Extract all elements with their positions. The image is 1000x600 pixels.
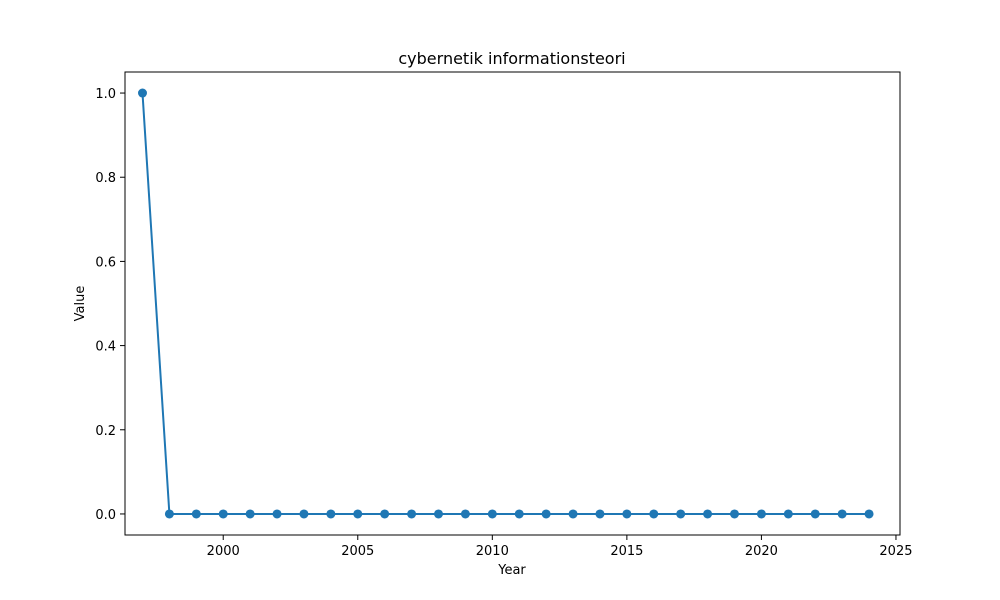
data-point	[433, 509, 443, 519]
data-point	[756, 509, 766, 519]
y-tick-label: 0.2	[95, 424, 116, 439]
x-tick-label: 2025	[879, 544, 912, 559]
y-axis-label: Value	[73, 286, 88, 322]
data-point	[783, 509, 793, 519]
x-tick-label: 2000	[207, 544, 240, 559]
x-tick-label: 2010	[476, 544, 509, 559]
data-point	[272, 509, 282, 519]
chart-title: cybernetik informationsteori	[398, 49, 625, 68]
data-point	[460, 509, 470, 519]
data-point	[864, 509, 874, 519]
y-tick-label: 0.0	[95, 508, 116, 523]
data-point	[137, 88, 147, 98]
x-axis-label: Year	[497, 563, 526, 578]
data-point	[299, 509, 309, 519]
data-point	[514, 509, 524, 519]
plot-area	[124, 71, 901, 536]
y-tick-label: 0.8	[95, 171, 116, 186]
y-axis: 0.0 0.2 0.4 0.6 0.8 1.0	[95, 87, 125, 523]
data-point	[810, 509, 820, 519]
data-point	[541, 509, 551, 519]
y-tick-label: 0.6	[95, 255, 116, 270]
data-point	[568, 509, 578, 519]
data-point	[595, 509, 605, 519]
data-point	[649, 509, 659, 519]
data-point	[326, 509, 336, 519]
x-axis: 2000 2005 2010 2015 2020 2025	[207, 535, 913, 559]
series-layer	[137, 88, 874, 519]
data-point	[245, 509, 255, 519]
x-tick-label: 2015	[610, 544, 643, 559]
y-tick-label: 1.0	[95, 87, 116, 102]
data-point	[622, 509, 632, 519]
data-point	[487, 509, 497, 519]
data-point	[380, 509, 390, 519]
series-line	[141, 92, 870, 515]
data-point	[218, 509, 228, 519]
data-point	[191, 509, 201, 519]
data-point	[164, 509, 174, 519]
data-point	[407, 509, 417, 519]
x-tick-label: 2005	[341, 544, 374, 559]
data-point	[730, 509, 740, 519]
data-point	[676, 509, 686, 519]
y-tick-label: 0.4	[95, 340, 116, 355]
x-tick-label: 2020	[745, 544, 778, 559]
data-point	[353, 509, 363, 519]
data-point	[703, 509, 713, 519]
data-point	[837, 509, 847, 519]
